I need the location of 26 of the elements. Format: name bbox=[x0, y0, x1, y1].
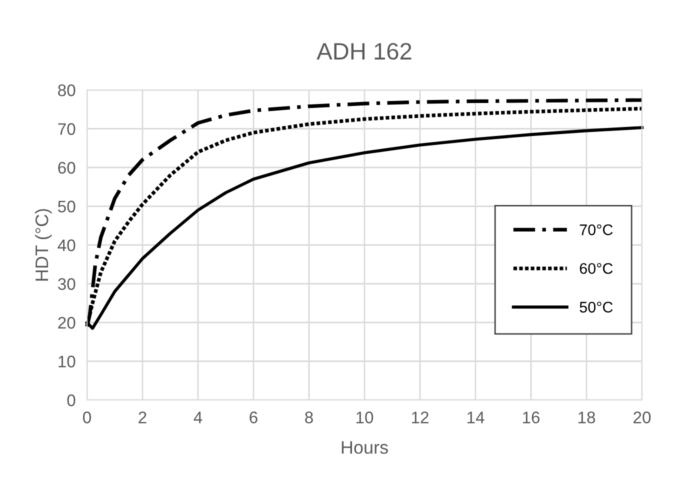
y-tick-label: 20 bbox=[58, 316, 76, 329]
x-tick-label: 4 bbox=[194, 412, 202, 424]
y-tick-label: 50 bbox=[58, 200, 76, 212]
legend-label: 60°C bbox=[580, 263, 613, 274]
x-tick-label: 6 bbox=[250, 412, 258, 424]
y-tick-label: 80 bbox=[58, 84, 76, 96]
x-tick-label: 12 bbox=[412, 412, 428, 424]
y-tick-label: 10 bbox=[58, 356, 76, 368]
legend-label: 70°C bbox=[580, 224, 613, 236]
x-tick-label: 20 bbox=[634, 412, 651, 424]
x-tick-label: 14 bbox=[468, 412, 484, 424]
y-tick-label: 40 bbox=[58, 239, 76, 252]
chart-title: ADH 162 bbox=[316, 42, 412, 60]
legend-label: 50°C bbox=[580, 302, 613, 313]
y-tick-label: 60 bbox=[58, 162, 76, 174]
x-tick-label: 8 bbox=[305, 412, 313, 424]
x-tick-label: 16 bbox=[523, 412, 540, 424]
x-tick-label: 18 bbox=[578, 412, 596, 424]
y-tick-label: 70 bbox=[58, 123, 76, 135]
x-tick-label: 2 bbox=[138, 412, 146, 424]
y-axis-title: HDT (°C) bbox=[34, 209, 52, 281]
x-tick-label: 0 bbox=[83, 412, 91, 424]
y-tick-label: 0 bbox=[67, 394, 76, 406]
x-tick-label: 10 bbox=[356, 412, 374, 424]
y-tick-label: 30 bbox=[58, 278, 76, 290]
x-axis-title: Hours bbox=[342, 441, 388, 454]
